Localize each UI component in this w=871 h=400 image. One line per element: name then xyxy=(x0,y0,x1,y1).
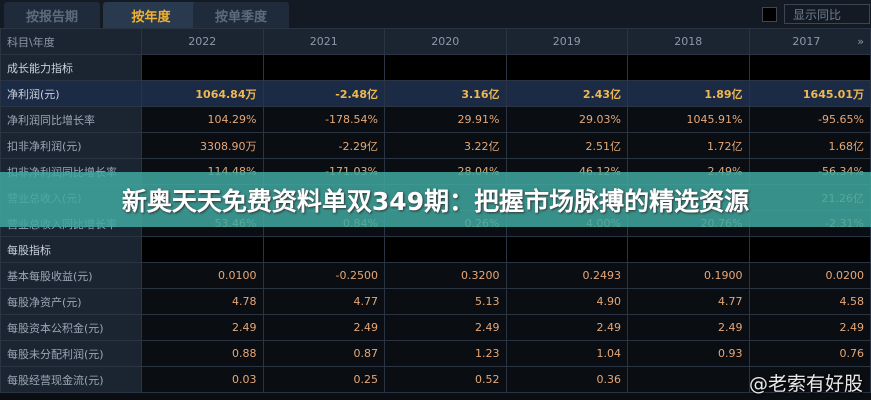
value-cell: 3.22亿 xyxy=(384,132,507,159)
row-label: 净利润同比增长率 xyxy=(0,106,142,133)
value-cell xyxy=(748,236,871,263)
row-label: 每股指标 xyxy=(0,236,142,263)
value-cell xyxy=(262,54,385,81)
value-cell: 1.23 xyxy=(384,340,507,367)
show-yoy-checkbox[interactable] xyxy=(762,7,777,22)
row-label: 每股未分配利润(元) xyxy=(0,340,142,367)
value-cell: 29.91% xyxy=(384,106,507,133)
value-cell xyxy=(748,54,871,81)
value-cell: 0.1900 xyxy=(627,262,750,289)
value-cell: 2.49 xyxy=(505,314,628,341)
value-cell: 0.87 xyxy=(262,340,385,367)
value-cell: 104.29% xyxy=(141,106,264,133)
show-yoy-button[interactable]: 显示同比 xyxy=(784,4,870,24)
row-label: 每股资本公积金(元) xyxy=(0,314,142,341)
value-cell: 3308.90万 xyxy=(141,132,264,159)
table-row[interactable]: 每股净资产(元) 4.78 4.77 5.13 4.90 4.77 4.58 xyxy=(0,288,871,315)
value-cell: -2.29亿 xyxy=(262,132,385,159)
row-label: 净利润(元) xyxy=(0,80,142,107)
table-row[interactable]: 每股未分配利润(元) 0.88 0.87 1.23 1.04 0.93 0.76 xyxy=(0,340,871,367)
value-cell: 0.36 xyxy=(505,366,628,393)
value-cell xyxy=(384,236,507,263)
value-cell xyxy=(141,236,264,263)
table-row[interactable]: 净利润(元) 1064.84万 -2.48亿 3.16亿 2.43亿 1.89亿 1645.… xyxy=(0,80,871,107)
table-row[interactable]: 每股资本公积金(元) 2.49 2.49 2.49 2.49 2.49 2.49 xyxy=(0,314,871,341)
table-row[interactable]: 净利润同比增长率 104.29% -178.54% 29.91% 29.03% 1045.… xyxy=(0,106,871,133)
value-cell: 4.77 xyxy=(627,288,750,315)
table-row[interactable]: 每股指标 xyxy=(0,236,871,263)
next-arrow-icon[interactable]: » xyxy=(857,35,864,48)
row-label: 成长能力指标 xyxy=(0,54,142,81)
value-cell xyxy=(505,54,628,81)
value-cell: 0.3200 xyxy=(384,262,507,289)
table-row[interactable]: 基本每股收益(元) 0.0100 -0.2500 0.3200 0.2493 0.1900… xyxy=(0,262,871,289)
value-cell: 4.90 xyxy=(505,288,628,315)
value-cell: 0.03 xyxy=(141,366,264,393)
tab-by-quarter[interactable]: 按单季度 xyxy=(193,2,289,28)
value-cell xyxy=(627,366,750,393)
value-cell: 1.72亿 xyxy=(627,132,750,159)
header-row: 科目\年度 2022 2021 2020 2019 2018 2017» xyxy=(0,28,871,55)
weibo-watermark: @老索有好股 xyxy=(748,373,863,395)
value-cell: -2.48亿 xyxy=(262,80,385,107)
year-header[interactable]: 2017» xyxy=(748,28,871,55)
value-cell: 1.68亿 xyxy=(748,132,871,159)
year-header[interactable]: 2020 xyxy=(384,28,507,55)
value-cell: 29.03% xyxy=(505,106,628,133)
year-header[interactable]: 2021 xyxy=(262,28,385,55)
row-label: 每股经营现金流(元) xyxy=(0,366,142,393)
value-cell: 2.49 xyxy=(627,314,750,341)
value-cell: 0.0100 xyxy=(141,262,264,289)
value-cell: 5.13 xyxy=(384,288,507,315)
header-label: 科目\年度 xyxy=(0,28,142,55)
value-cell: 0.52 xyxy=(384,366,507,393)
value-cell: 0.2493 xyxy=(505,262,628,289)
value-cell: 0.93 xyxy=(627,340,750,367)
row-label: 基本每股收益(元) xyxy=(0,262,142,289)
value-cell: 0.25 xyxy=(262,366,385,393)
value-cell xyxy=(505,236,628,263)
year-header[interactable]: 2022 xyxy=(141,28,264,55)
table-row[interactable]: 扣非净利润(元) 3308.90万 -2.29亿 3.22亿 2.51亿 1.72亿 1.6… xyxy=(0,132,871,159)
value-cell xyxy=(627,54,750,81)
value-cell: 2.49 xyxy=(141,314,264,341)
table-row[interactable]: 成长能力指标 xyxy=(0,54,871,81)
year-header[interactable]: 2019 xyxy=(505,28,628,55)
value-cell: 3.16亿 xyxy=(384,80,507,107)
value-cell xyxy=(262,236,385,263)
row-label: 扣非净利润(元) xyxy=(0,132,142,159)
value-cell: 1.89亿 xyxy=(627,80,750,107)
year-header[interactable]: 2018 xyxy=(627,28,750,55)
value-cell: 0.88 xyxy=(141,340,264,367)
value-cell: 2.49 xyxy=(748,314,871,341)
value-cell: -0.2500 xyxy=(262,262,385,289)
value-cell: 1045.91% xyxy=(627,106,750,133)
value-cell: -178.54% xyxy=(262,106,385,133)
value-cell xyxy=(748,366,871,393)
value-cell: 0.0200 xyxy=(748,262,871,289)
value-cell: 4.78 xyxy=(141,288,264,315)
value-cell: 2.43亿 xyxy=(505,80,628,107)
value-cell: 2.49 xyxy=(262,314,385,341)
value-cell: 4.58 xyxy=(748,288,871,315)
tab-by-report-period[interactable]: 按报告期 xyxy=(4,2,100,28)
value-cell: 1645.01万 xyxy=(748,80,871,107)
value-cell: 1.04 xyxy=(505,340,628,367)
value-cell: 2.51亿 xyxy=(505,132,628,159)
value-cell xyxy=(141,54,264,81)
row-label: 每股净资产(元) xyxy=(0,288,142,315)
value-cell xyxy=(627,236,750,263)
value-cell: 1064.84万 xyxy=(141,80,264,107)
value-cell: 2.49 xyxy=(384,314,507,341)
title-banner: 新奥天天免费资料单双349期：把握市场脉搏的精选资源 xyxy=(0,172,871,227)
value-cell: -95.65% xyxy=(748,106,871,133)
tab-by-year[interactable]: 按年度 xyxy=(103,2,199,28)
financial-table: 科目\年度 2022 2021 2020 2019 2018 2017» 成长能力指标 净利润(… xyxy=(0,28,871,393)
value-cell xyxy=(384,54,507,81)
table-row[interactable]: 每股经营现金流(元) 0.03 0.25 0.52 0.36 xyxy=(0,366,871,393)
value-cell: 0.76 xyxy=(748,340,871,367)
value-cell: 4.77 xyxy=(262,288,385,315)
tab-bar: 按报告期 按年度 按单季度 显示同比 xyxy=(0,0,871,28)
